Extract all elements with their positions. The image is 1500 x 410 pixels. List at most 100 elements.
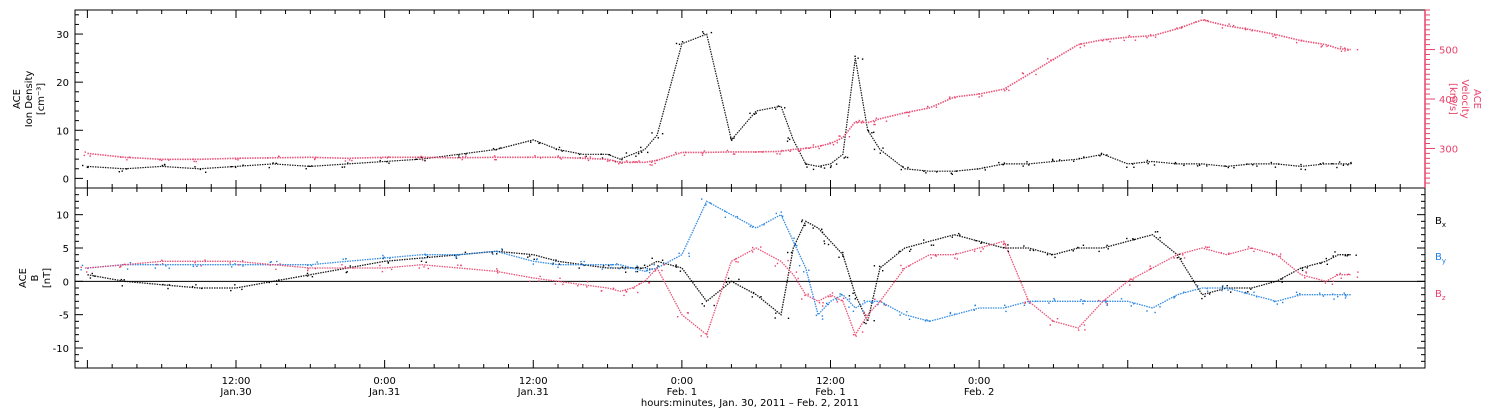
ion-density-point [308, 165, 310, 167]
bz-point [200, 265, 202, 267]
ion-density-point [1319, 163, 1321, 165]
bz-point [1024, 301, 1026, 303]
bx-point [268, 281, 270, 284]
velocity-point [732, 153, 735, 155]
bz-point [1347, 273, 1350, 275]
bx-point [975, 240, 977, 242]
velocity-point [1195, 21, 1197, 23]
ion-density-point [465, 153, 467, 155]
by-point [168, 267, 170, 269]
ion-density-point [538, 142, 540, 145]
bz-point [241, 260, 244, 262]
ion-density-point [702, 31, 704, 33]
by-point [928, 320, 931, 322]
bz-point [204, 259, 206, 261]
bz-point [852, 334, 855, 336]
velocity-point [703, 150, 706, 152]
bz-point [539, 275, 541, 278]
velocity-point [1272, 35, 1274, 37]
bz-point [831, 292, 834, 294]
velocity-point [927, 105, 929, 108]
bz-point [1084, 329, 1086, 331]
ion-density-point [1106, 154, 1108, 156]
right-y-tick-label: 400 [1439, 95, 1458, 106]
bz-point [1356, 276, 1359, 278]
bx-point [827, 243, 830, 246]
velocity-point [1035, 73, 1037, 76]
bz-point [577, 285, 579, 287]
ion-density-point [955, 170, 958, 172]
bx-point [854, 298, 856, 300]
ion-density-point [830, 165, 832, 167]
ion-density-point [1174, 161, 1177, 164]
velocity-point [494, 159, 496, 161]
ion-density-point [787, 137, 789, 139]
bz-point [1324, 282, 1327, 284]
velocity-point [195, 160, 197, 163]
bz-point [307, 268, 309, 270]
by-point [827, 303, 829, 306]
by-point [775, 212, 777, 215]
bz-point [843, 297, 845, 299]
bx-point [852, 292, 854, 294]
ion-density-point [681, 41, 684, 43]
bx-point [1054, 256, 1056, 259]
ion-density-point [1183, 164, 1185, 167]
velocity-point [781, 149, 783, 152]
bz-point [935, 255, 937, 257]
by-point [389, 257, 391, 260]
bx-point [751, 296, 753, 298]
bx-point [1098, 250, 1100, 253]
bz-point [1077, 329, 1080, 331]
bz-point [1149, 268, 1152, 270]
bx-point [1051, 254, 1053, 256]
bx-point [1226, 285, 1228, 287]
bz-point [934, 254, 936, 257]
bx-point [1007, 250, 1009, 253]
top-left-axis-label-group: ACE Ion Density [cm⁻³] [12, 71, 47, 128]
velocity-point [1181, 26, 1183, 28]
velocity-point [1146, 36, 1148, 39]
bz-point [341, 264, 343, 266]
bz-point [460, 264, 462, 266]
by-point [899, 314, 901, 316]
by-point [1337, 295, 1339, 298]
bz-point [1182, 254, 1184, 256]
legend-bz: Bz [1435, 289, 1446, 302]
ion-density-point [950, 172, 952, 174]
bz-point [1129, 278, 1131, 280]
velocity-point [89, 155, 91, 157]
right-y-tick-label: 500 [1439, 46, 1458, 57]
by-point [1333, 298, 1335, 300]
by-point [1053, 299, 1056, 301]
by-point [342, 258, 344, 260]
velocity-point [798, 150, 800, 152]
bx-point [121, 285, 123, 287]
ion-density-point [873, 131, 875, 133]
bx-point [1204, 295, 1206, 298]
by-point [974, 304, 976, 307]
velocity-point [621, 162, 623, 164]
velocity-point [1204, 19, 1206, 21]
bx-point [823, 242, 826, 245]
by-point [954, 313, 956, 315]
ion-density-point [984, 169, 986, 171]
bx-point [752, 291, 755, 294]
ion-density-point [823, 167, 826, 169]
velocity-point [701, 154, 704, 156]
velocity-point [1274, 34, 1276, 36]
ion-density-point [499, 147, 501, 149]
by-point [1276, 303, 1278, 305]
ion-density-point [194, 166, 196, 168]
legend-by-subscript: y [1442, 257, 1446, 265]
velocity-point [1022, 73, 1025, 75]
velocity-point [848, 136, 851, 138]
ion-density-point [843, 157, 845, 159]
velocity-point [908, 115, 910, 117]
by-point [821, 315, 824, 317]
bz-point [654, 270, 657, 272]
bz-point [822, 302, 824, 304]
bx-point [1326, 263, 1328, 265]
ion-density-point [164, 164, 166, 166]
bx-point [89, 277, 92, 279]
